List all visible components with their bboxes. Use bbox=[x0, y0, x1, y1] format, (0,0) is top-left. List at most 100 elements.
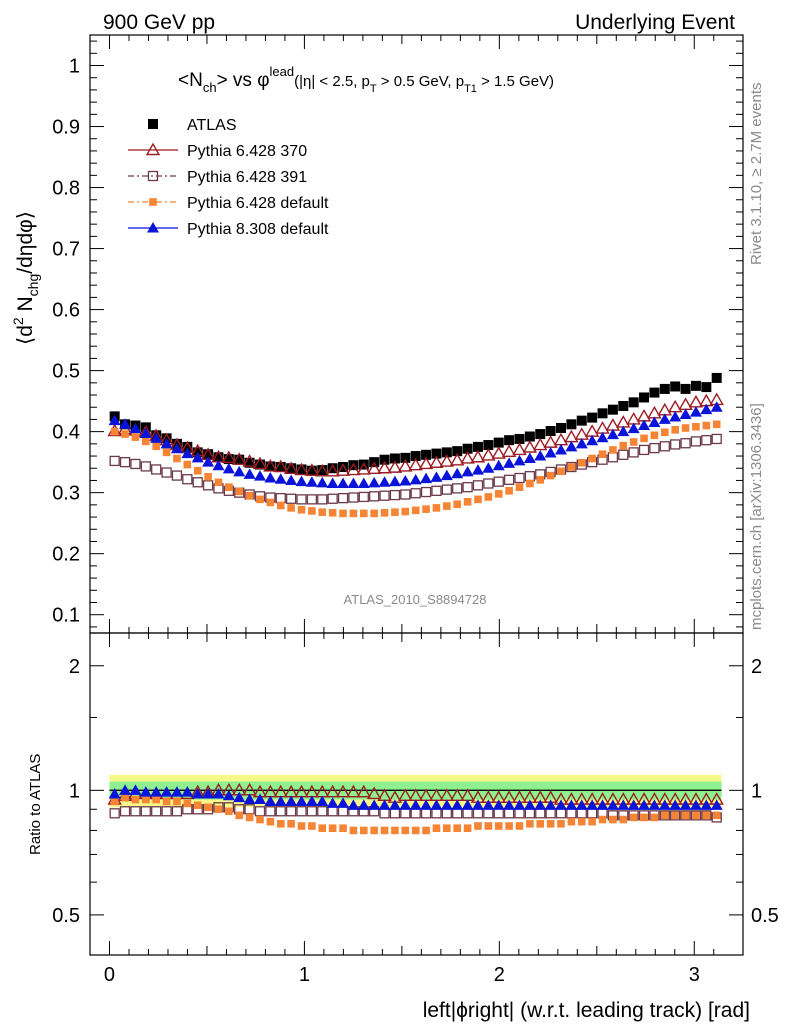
ratio-point bbox=[680, 810, 691, 821]
data-point bbox=[232, 452, 247, 465]
ratio-point bbox=[337, 806, 349, 817]
ratio-point bbox=[183, 799, 192, 808]
data-point bbox=[450, 452, 465, 466]
ratio-point bbox=[588, 817, 596, 826]
data-point bbox=[626, 412, 641, 425]
ratio-point bbox=[523, 799, 536, 810]
y-tick-label: 0.6 bbox=[52, 300, 80, 322]
ratio-point bbox=[431, 808, 442, 819]
data-point bbox=[701, 435, 712, 446]
ratio-point bbox=[401, 826, 410, 835]
data-point bbox=[391, 508, 399, 516]
data-point bbox=[462, 443, 473, 454]
data-point bbox=[243, 468, 256, 479]
ratio-point bbox=[524, 808, 536, 819]
ratio-point bbox=[461, 799, 474, 810]
ratio-point bbox=[606, 799, 619, 810]
y-tick-label: 0.3 bbox=[52, 483, 80, 505]
ratio-point bbox=[557, 820, 565, 828]
data-point bbox=[358, 491, 369, 503]
legend-label: Pythia 6.428 default bbox=[187, 195, 329, 212]
data-point bbox=[296, 494, 307, 505]
ratio-point bbox=[275, 806, 286, 817]
data-point bbox=[368, 476, 381, 488]
ratio-point bbox=[619, 815, 628, 824]
data-point bbox=[142, 437, 150, 446]
data-point bbox=[576, 415, 587, 426]
data-point bbox=[410, 488, 421, 499]
ratio-point bbox=[357, 799, 370, 810]
data-point bbox=[443, 502, 451, 510]
ratio-point bbox=[670, 810, 681, 821]
data-point bbox=[441, 447, 452, 458]
ratio-point bbox=[274, 795, 287, 806]
ratio-point bbox=[658, 799, 671, 810]
ratio-point bbox=[264, 795, 277, 806]
header-right: Underlying Event bbox=[575, 11, 735, 34]
ratio-point bbox=[287, 820, 295, 828]
data-point bbox=[430, 471, 443, 482]
data-point bbox=[711, 433, 722, 445]
data-point bbox=[636, 408, 652, 422]
ratio-point bbox=[514, 808, 525, 819]
data-point bbox=[692, 422, 700, 431]
data-point bbox=[245, 491, 254, 500]
data-point bbox=[470, 449, 486, 463]
ratio-point bbox=[266, 817, 275, 826]
ratio-point bbox=[308, 822, 316, 830]
data-point bbox=[628, 447, 639, 458]
title-a-sub: ch bbox=[203, 80, 217, 95]
ratio-point bbox=[142, 795, 150, 804]
data-point bbox=[327, 493, 338, 504]
data-point bbox=[650, 431, 659, 440]
data-point bbox=[659, 441, 670, 452]
data-point bbox=[409, 473, 422, 485]
ratio-point bbox=[170, 786, 183, 797]
ratio-point bbox=[214, 805, 223, 814]
data-point bbox=[640, 434, 648, 443]
data-point bbox=[338, 462, 349, 473]
data-point bbox=[452, 446, 463, 457]
data-point bbox=[607, 404, 618, 415]
ratio-point bbox=[410, 808, 421, 819]
data-point bbox=[317, 494, 328, 505]
ratio-point bbox=[712, 811, 721, 820]
rivet-label: Rivet 3.1.10, ≥ 2.7M events bbox=[748, 83, 765, 266]
data-point bbox=[588, 454, 596, 463]
data-point bbox=[204, 472, 212, 481]
data-point bbox=[689, 406, 702, 417]
data-point bbox=[595, 421, 610, 434]
data-point bbox=[399, 475, 412, 486]
ratio-y-tick-label: 0.5 bbox=[52, 905, 80, 927]
data-point bbox=[242, 454, 257, 467]
data-point bbox=[616, 415, 631, 428]
ratio-point bbox=[661, 811, 669, 820]
data-point bbox=[440, 469, 453, 481]
header-left: 900 GeV pp bbox=[103, 11, 215, 34]
data-point bbox=[536, 476, 545, 484]
data-point bbox=[681, 424, 690, 432]
data-point bbox=[315, 463, 330, 477]
ratio-point bbox=[181, 786, 194, 797]
data-point bbox=[389, 489, 401, 501]
ratio-point bbox=[119, 806, 131, 817]
ratio-point bbox=[411, 826, 420, 835]
data-point bbox=[586, 434, 599, 446]
data-point bbox=[670, 439, 681, 450]
data-point bbox=[337, 492, 349, 504]
ratio-point bbox=[493, 808, 504, 819]
ratio-point bbox=[586, 799, 599, 810]
title-d: > 0.5 GeV, p bbox=[377, 73, 464, 90]
data-point bbox=[431, 448, 442, 459]
data-point bbox=[214, 478, 223, 487]
data-point bbox=[658, 413, 671, 424]
data-point bbox=[524, 471, 536, 482]
data-point bbox=[514, 433, 525, 444]
ratio-point bbox=[577, 817, 586, 826]
data-point bbox=[441, 484, 452, 495]
ratio-point bbox=[702, 811, 711, 820]
data-point bbox=[130, 458, 141, 470]
main-ylabel: ⟨d2 Nchg/dηdφ⟩ bbox=[10, 211, 41, 345]
ratio-point bbox=[609, 815, 617, 824]
data-point bbox=[661, 428, 669, 437]
